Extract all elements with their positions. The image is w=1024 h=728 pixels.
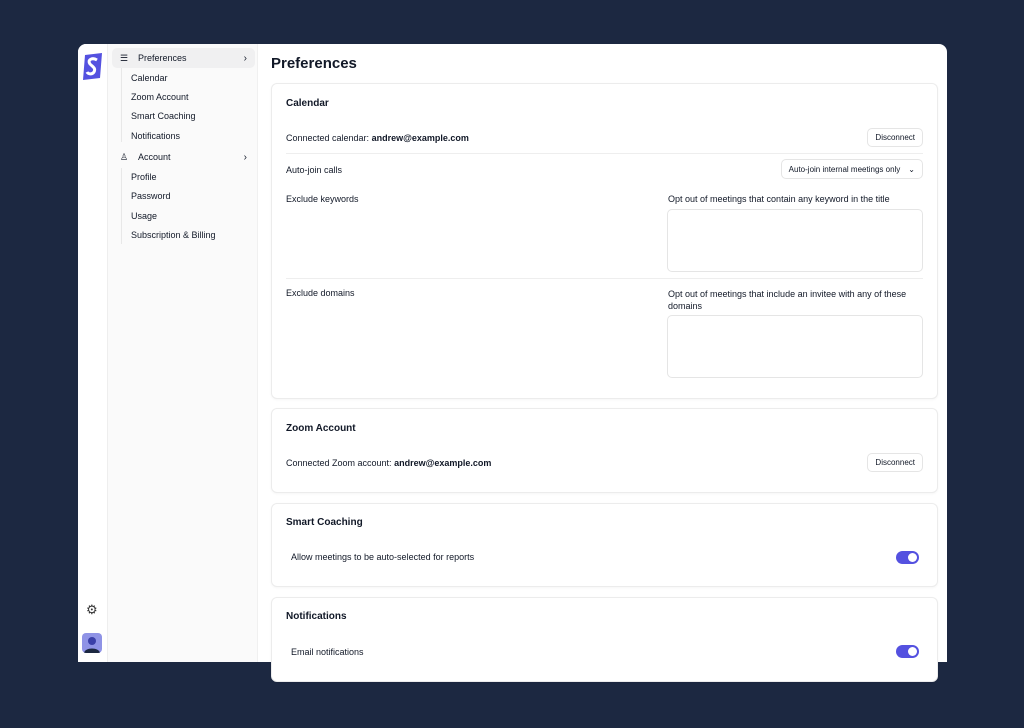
- calendar-card: Calendar Connected calendar: andrew@exam…: [271, 83, 938, 399]
- nav-item-calendar[interactable]: Calendar: [131, 73, 168, 83]
- autojoin-select[interactable]: Auto-join internal meetings only ⌄: [780, 159, 923, 179]
- exclude-keywords-input[interactable]: [667, 209, 923, 272]
- nav-item-profile[interactable]: Profile: [131, 172, 157, 182]
- nav-item-usage[interactable]: Usage: [131, 211, 158, 221]
- disconnect-zoom-button[interactable]: Disconnect: [867, 453, 923, 472]
- autojoin-label: Auto-join calls: [286, 165, 343, 175]
- nav-divider: [121, 68, 122, 142]
- settings-nav: ☰ Preferences › Calendar Zoom Account Smar…: [108, 44, 258, 662]
- card-title: Calendar: [286, 98, 329, 109]
- nav-item-password[interactable]: Password: [131, 191, 171, 201]
- auto-select-label: Allow meetings to be auto-selected for r…: [291, 552, 475, 562]
- icon-rail: ⚙: [78, 44, 108, 662]
- exclude-keywords-label: Exclude keywords: [286, 194, 359, 204]
- user-icon: ♙: [120, 151, 129, 162]
- nav-item-notifications[interactable]: Notifications: [131, 131, 181, 141]
- auto-select-toggle[interactable]: [896, 551, 919, 564]
- page-title: Preferences: [271, 55, 357, 72]
- divider: [286, 278, 923, 279]
- disconnect-calendar-button[interactable]: Disconnect: [867, 128, 923, 147]
- avatar[interactable]: [82, 633, 102, 653]
- nav-item-zoom-account[interactable]: Zoom Account: [131, 92, 189, 102]
- card-title: Zoom Account: [286, 423, 356, 434]
- sliders-icon: ☰: [120, 52, 129, 63]
- chevron-right-icon: ›: [243, 151, 247, 163]
- nav-group-preferences[interactable]: ☰ Preferences ›: [112, 48, 255, 68]
- connected-zoom: Connected Zoom account: andrew@example.c…: [286, 458, 492, 468]
- email-notifications-toggle[interactable]: [896, 645, 919, 658]
- connected-calendar: Connected calendar: andrew@example.com: [286, 133, 469, 143]
- app-window: ⚙ ☰ Preferences › Calendar Zoom Account Sm…: [78, 44, 947, 682]
- card-title: Notifications: [286, 611, 347, 622]
- chevron-down-icon: ⌄: [908, 164, 915, 174]
- exclude-domains-input[interactable]: [667, 315, 923, 378]
- exclude-domains-label: Exclude domains: [286, 288, 355, 298]
- logo-icon: [83, 53, 102, 80]
- exclude-keywords-help: Opt out of meetings that contain any key…: [668, 194, 890, 204]
- nav-item-subscription-billing[interactable]: Subscription & Billing: [131, 230, 216, 240]
- divider: [286, 153, 923, 154]
- card-title: Smart Coaching: [286, 517, 363, 528]
- notifications-card: Notifications Email notifications: [271, 597, 938, 682]
- nav-divider: [121, 168, 122, 244]
- chevron-right-icon: ›: [243, 52, 247, 64]
- nav-group-account[interactable]: ♙ Account ›: [120, 151, 247, 163]
- nav-item-smart-coaching[interactable]: Smart Coaching: [131, 111, 196, 121]
- zoom-account-card: Zoom Account Connected Zoom account: and…: [271, 408, 938, 493]
- email-notifications-label: Email notifications: [291, 647, 364, 657]
- smart-coaching-card: Smart Coaching Allow meetings to be auto…: [271, 503, 938, 587]
- settings-icon[interactable]: ⚙: [86, 602, 98, 617]
- exclude-domains-help: Opt out of meetings that include an invi…: [668, 289, 907, 311]
